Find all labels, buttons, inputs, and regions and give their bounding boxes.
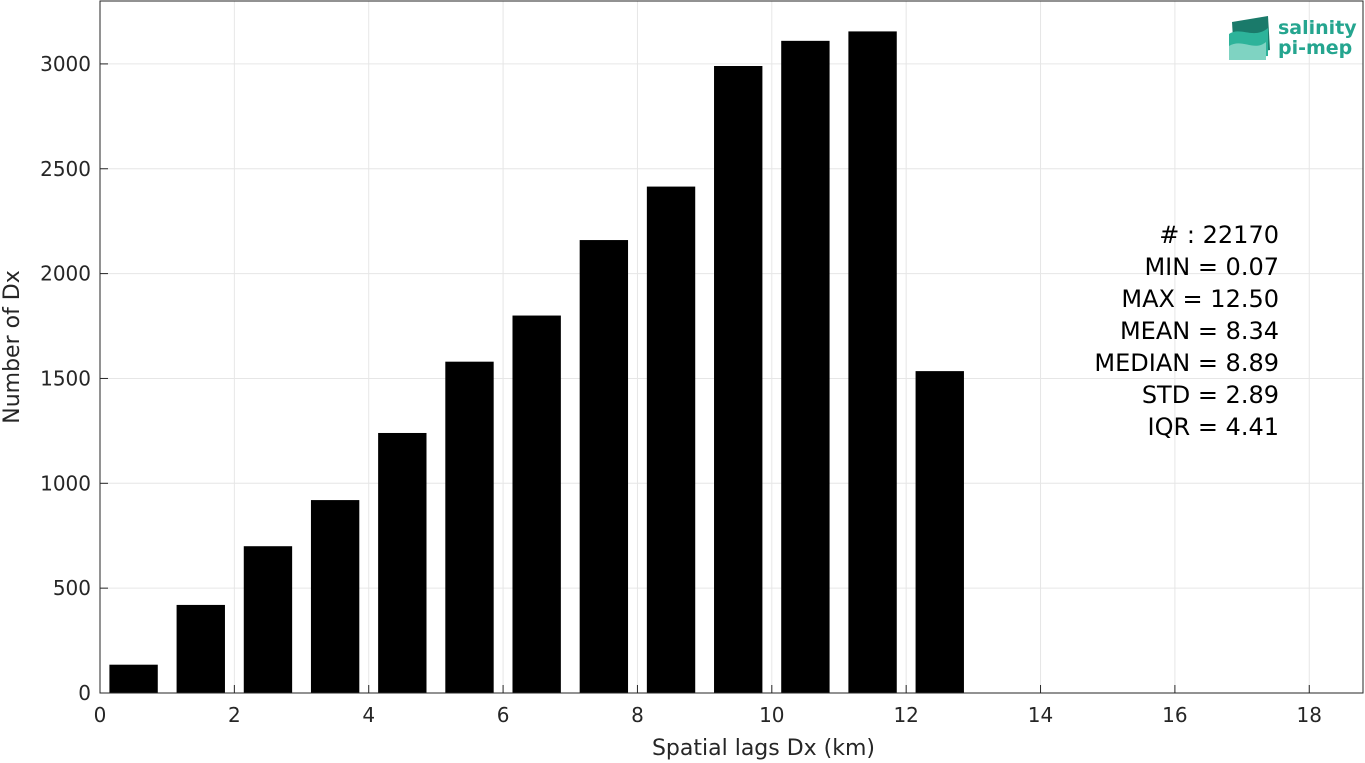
- stats-line-4: MEDIAN = 8.89: [1094, 349, 1279, 377]
- x-tick-label-1: 2: [228, 703, 241, 727]
- y-axis-label: Number of Dx: [0, 270, 25, 424]
- logo-text-line1: salinity: [1278, 17, 1357, 39]
- statistics-annotation: # : 22170 MIN = 0.07 MAX = 12.50 MEAN = 8.3…: [1094, 221, 1279, 441]
- y-tick-label-6: 3000: [40, 52, 91, 76]
- bar-8: [646, 186, 696, 693]
- logo-mark-icon: [1229, 16, 1270, 60]
- logo-text-line2: pi-mep: [1278, 37, 1352, 59]
- y-tick-label-1: 500: [53, 576, 91, 600]
- bar-2: [243, 546, 293, 693]
- x-tick-label-8: 16: [1162, 703, 1187, 727]
- stats-line-6: IQR = 4.41: [1148, 413, 1279, 441]
- salinity-pi-mep-logo: salinity pi-mep: [1229, 16, 1357, 60]
- stats-line-5: STD = 2.89: [1142, 381, 1279, 409]
- stats-line-2: MAX = 12.50: [1121, 285, 1279, 313]
- bar-9: [714, 66, 763, 694]
- stats-line-0: # : 22170: [1159, 221, 1279, 249]
- x-tick-label-2: 4: [362, 703, 375, 727]
- bar-7: [579, 240, 629, 693]
- stats-line-1: MIN = 0.07: [1144, 253, 1279, 281]
- y-tick-label-5: 2500: [40, 157, 91, 181]
- plot-frame: [99, 0, 1364, 694]
- x-axis-label: Spatial lags Dx (km): [652, 736, 875, 761]
- y-tick-label-2: 1000: [40, 471, 91, 495]
- bar-4: [378, 432, 427, 693]
- y-tick-label-0: 0: [78, 681, 91, 705]
- x-tick-label-7: 14: [1028, 703, 1053, 727]
- x-tick-label-6: 12: [893, 703, 918, 727]
- bar-11: [848, 31, 897, 693]
- x-tick-label-3: 6: [497, 703, 510, 727]
- y-axis-ticks: 0 500 1000 1500 2000 2500 3000: [40, 52, 108, 705]
- bar-6: [512, 315, 561, 693]
- bar-12: [915, 371, 964, 693]
- x-axis-ticks: 0 2 4 6 8 10 12 14 16 18: [94, 685, 1322, 727]
- bar-5: [445, 361, 494, 693]
- y-tick-label-4: 2000: [40, 262, 91, 286]
- histogram-bars: [109, 31, 964, 694]
- x-tick-label-9: 18: [1297, 703, 1322, 727]
- x-tick-label-4: 8: [631, 703, 644, 727]
- x-tick-label-0: 0: [94, 703, 107, 727]
- x-tick-label-5: 10: [759, 703, 784, 727]
- bar-3: [310, 500, 360, 693]
- bar-1: [176, 604, 225, 693]
- bar-10: [781, 40, 830, 694]
- stats-line-3: MEAN = 8.34: [1120, 317, 1279, 345]
- y-tick-label-3: 1500: [40, 366, 91, 390]
- bar-0: [109, 664, 158, 693]
